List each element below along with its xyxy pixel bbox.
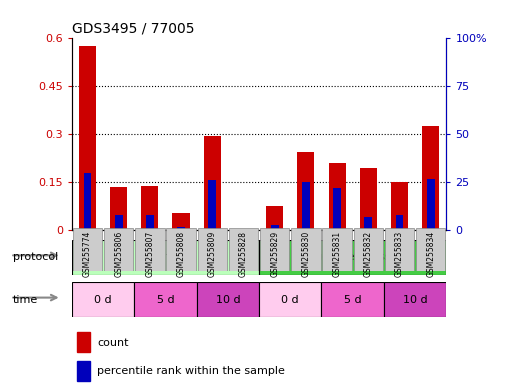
Bar xyxy=(384,282,446,317)
Text: percentile rank within the sample: percentile rank within the sample xyxy=(97,366,285,376)
Text: progerin expression: progerin expression xyxy=(298,252,408,262)
Bar xyxy=(208,180,216,230)
Text: 10 d: 10 d xyxy=(403,295,427,305)
FancyBboxPatch shape xyxy=(229,228,258,271)
Bar xyxy=(271,225,279,230)
Text: GDS3495 / 77005: GDS3495 / 77005 xyxy=(72,22,194,36)
Text: GSM255833: GSM255833 xyxy=(395,230,404,277)
FancyBboxPatch shape xyxy=(291,228,321,271)
Bar xyxy=(259,282,322,317)
Bar xyxy=(266,207,283,230)
Bar xyxy=(322,282,384,317)
Bar xyxy=(177,227,185,230)
Text: GSM255828: GSM255828 xyxy=(239,230,248,276)
Bar xyxy=(84,173,91,230)
Text: 0 d: 0 d xyxy=(282,295,299,305)
FancyBboxPatch shape xyxy=(260,228,289,271)
Text: GSM255806: GSM255806 xyxy=(114,230,123,277)
Bar xyxy=(172,213,190,230)
Bar xyxy=(72,282,134,317)
Bar xyxy=(360,168,377,230)
FancyBboxPatch shape xyxy=(166,228,196,271)
Text: GSM255774: GSM255774 xyxy=(83,230,92,277)
FancyBboxPatch shape xyxy=(385,228,414,271)
FancyBboxPatch shape xyxy=(73,228,102,271)
Text: protocol: protocol xyxy=(13,252,58,262)
Text: GSM255831: GSM255831 xyxy=(332,230,342,277)
Bar xyxy=(115,215,123,230)
FancyBboxPatch shape xyxy=(135,228,165,271)
Text: control: control xyxy=(146,252,185,262)
Text: GSM255832: GSM255832 xyxy=(364,230,373,277)
Bar xyxy=(364,217,372,230)
FancyBboxPatch shape xyxy=(416,228,445,271)
Text: 5 d: 5 d xyxy=(156,295,174,305)
Bar xyxy=(146,215,154,230)
Text: count: count xyxy=(97,338,129,348)
Bar xyxy=(396,215,403,230)
Bar xyxy=(72,240,259,275)
Bar xyxy=(328,163,346,230)
Bar xyxy=(77,361,90,381)
Bar xyxy=(333,188,341,230)
Bar xyxy=(259,240,446,275)
Bar xyxy=(134,282,196,317)
Text: GSM255834: GSM255834 xyxy=(426,230,435,277)
Bar xyxy=(298,152,314,230)
FancyBboxPatch shape xyxy=(198,228,227,271)
Bar xyxy=(422,126,439,230)
Bar xyxy=(204,136,221,230)
Text: 5 d: 5 d xyxy=(344,295,362,305)
FancyBboxPatch shape xyxy=(353,228,383,271)
Bar xyxy=(110,187,127,230)
Text: GSM255830: GSM255830 xyxy=(301,230,310,277)
Bar xyxy=(391,182,408,230)
Bar xyxy=(427,179,435,230)
Text: GSM255809: GSM255809 xyxy=(208,230,217,277)
Text: 10 d: 10 d xyxy=(215,295,240,305)
FancyBboxPatch shape xyxy=(322,228,352,271)
Text: GSM255807: GSM255807 xyxy=(145,230,154,277)
Bar xyxy=(77,332,90,353)
Text: GSM255808: GSM255808 xyxy=(176,230,186,277)
Bar xyxy=(79,46,96,230)
FancyBboxPatch shape xyxy=(104,228,133,271)
Text: 0 d: 0 d xyxy=(94,295,112,305)
Bar xyxy=(196,282,259,317)
Bar xyxy=(141,185,159,230)
Text: time: time xyxy=(13,295,38,305)
Bar xyxy=(302,182,310,230)
Text: GSM255829: GSM255829 xyxy=(270,230,279,277)
